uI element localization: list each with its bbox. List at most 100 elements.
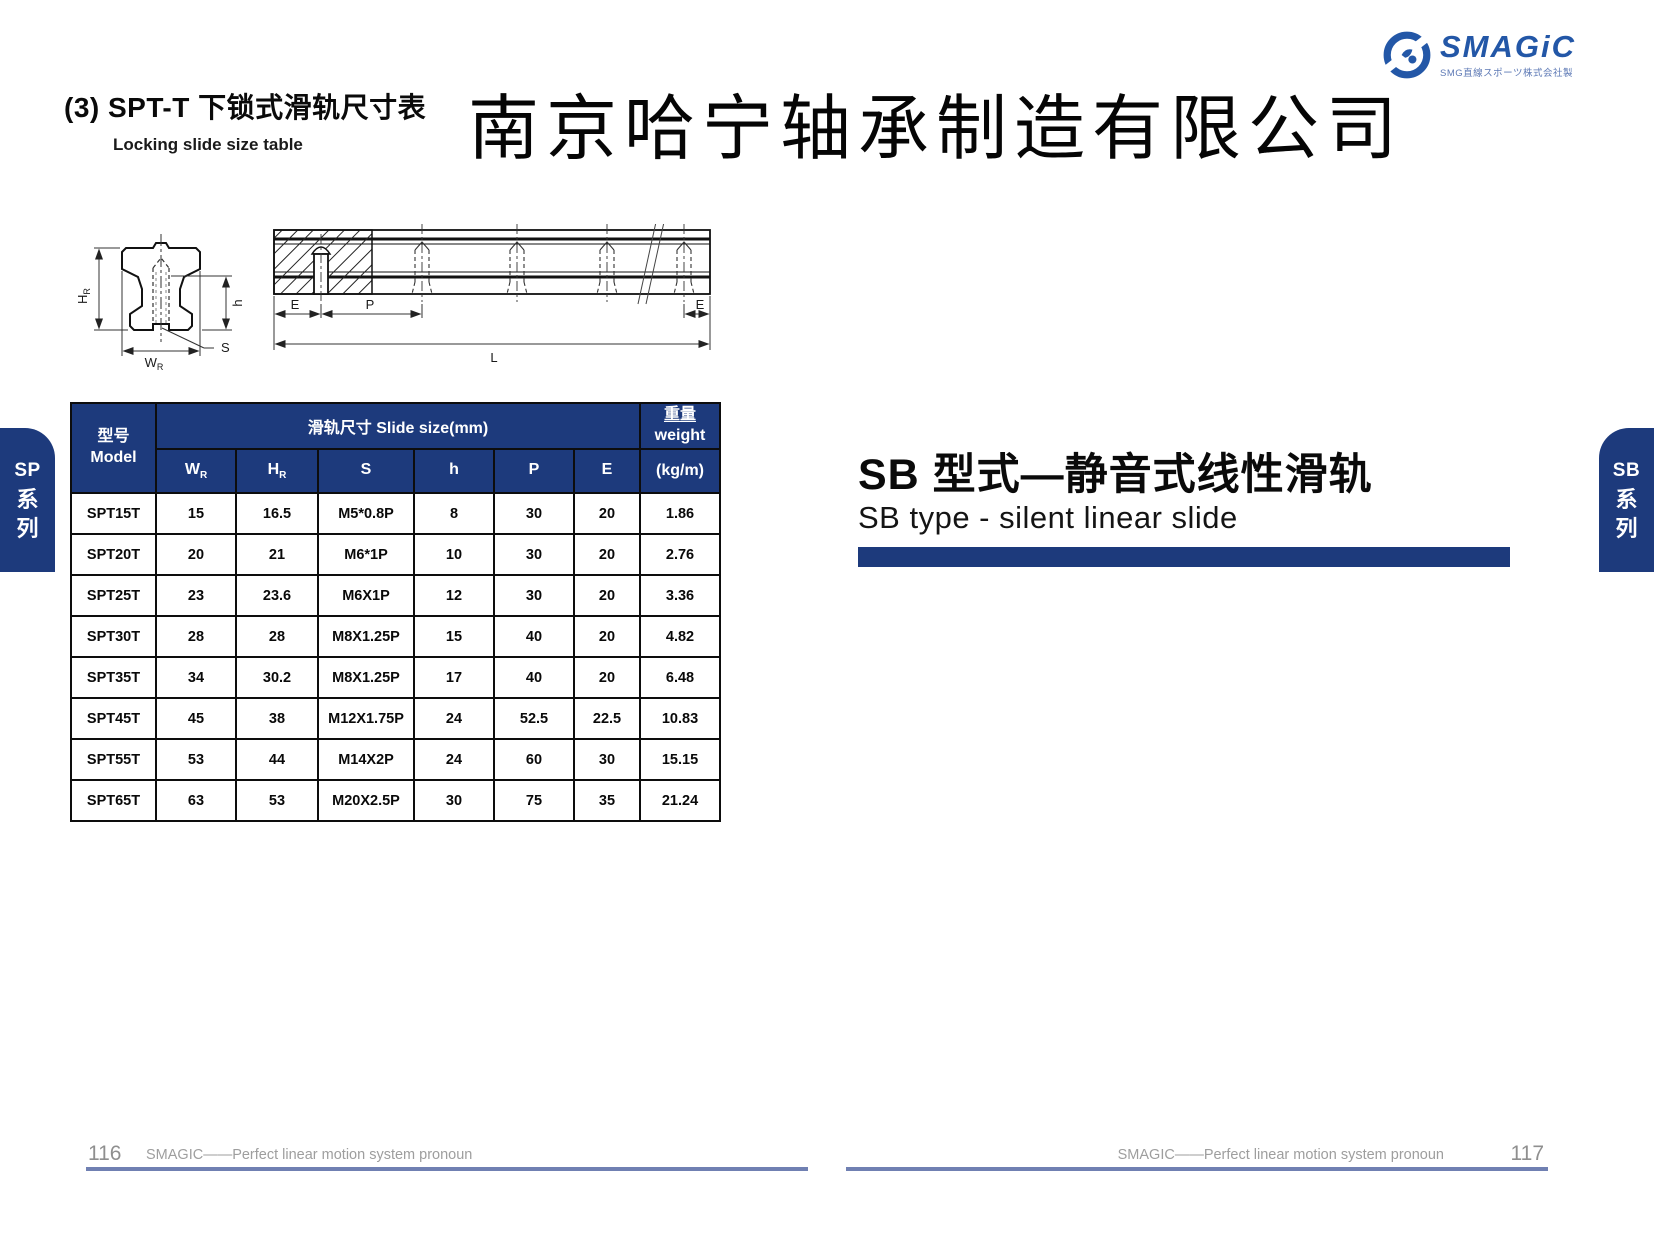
model-cell: SPT25T xyxy=(70,574,157,617)
model-cell: SPT20T xyxy=(70,533,157,576)
value-cell: 20 xyxy=(573,533,641,576)
model-cell: SPT15T xyxy=(70,492,157,535)
value-cell: 53 xyxy=(235,779,319,822)
value-cell: 34 xyxy=(155,656,237,699)
dim-label-e-right: E xyxy=(696,297,705,312)
value-cell: 60 xyxy=(493,738,575,781)
weight-column-header: 重量 weight xyxy=(639,402,721,450)
sb-section-divider xyxy=(858,547,1510,567)
smagic-logo-icon xyxy=(1380,29,1434,79)
value-cell: M8X1.25P xyxy=(317,656,415,699)
value-cell: 30 xyxy=(573,738,641,781)
value-cell: 15 xyxy=(155,492,237,535)
svg-text:WR: WR xyxy=(145,355,164,370)
value-cell: 3.36 xyxy=(639,574,721,617)
dim-label-h: h xyxy=(230,299,245,306)
value-cell: 28 xyxy=(155,615,237,658)
section-title: (3) SPT-T 下锁式滑轨尺寸表 xyxy=(64,92,427,123)
sb-section-title: SB 型式—静音式线性滑轨 xyxy=(858,451,1373,499)
value-cell: 38 xyxy=(235,697,319,740)
sidebar-tab-sp-series: SP 系 列 xyxy=(0,428,55,572)
value-cell: 24 xyxy=(413,697,495,740)
dim-label-e-left: E xyxy=(291,297,300,312)
value-cell: 16.5 xyxy=(235,492,319,535)
col-header-h: h xyxy=(413,448,495,494)
table-row: SPT15T 15 16.5 M5*0.8P 8 30 20 1.86 xyxy=(70,492,721,535)
value-cell: 20 xyxy=(155,533,237,576)
col-header-hr: HR xyxy=(235,448,319,494)
brand-logo: SMAGiC SMG直線スポーツ株式会社製 xyxy=(1380,28,1576,82)
value-cell: 12 xyxy=(413,574,495,617)
value-cell: 20 xyxy=(573,656,641,699)
model-cell: SPT65T xyxy=(70,779,157,822)
page-number-right: 117 xyxy=(1510,1142,1544,1165)
dim-label-wr: W xyxy=(145,355,158,370)
value-cell: 22.5 xyxy=(573,697,641,740)
model-cell: SPT55T xyxy=(70,738,157,781)
value-cell: 21.24 xyxy=(639,779,721,822)
table-row: SPT35T 34 30.2 M8X1.25P 17 40 20 6.48 xyxy=(70,656,721,699)
value-cell: 15 xyxy=(413,615,495,658)
footer-slogan-right: SMAGIC——Perfect linear motion system pro… xyxy=(1117,1147,1444,1163)
value-cell: 52.5 xyxy=(493,697,575,740)
value-cell: 23.6 xyxy=(235,574,319,617)
rail-cross-section-diagram: HR h WR S xyxy=(75,234,245,370)
slide-size-table: 型号 Model 滑轨尺寸 Slide size(mm) 重量 weight W… xyxy=(70,402,721,822)
page-number-left: 116 xyxy=(88,1142,122,1165)
footer-rule-left xyxy=(86,1167,808,1171)
value-cell: 63 xyxy=(155,779,237,822)
value-cell: 35 xyxy=(573,779,641,822)
table-row: SPT30T 28 28 M8X1.25P 15 40 20 4.82 xyxy=(70,615,721,658)
value-cell: 75 xyxy=(493,779,575,822)
value-cell: 15.15 xyxy=(639,738,721,781)
value-cell: 8 xyxy=(413,492,495,535)
table-row: SPT55T 53 44 M14X2P 24 60 30 15.15 xyxy=(70,738,721,781)
rail-side-view-diagram: E P E L xyxy=(273,224,711,365)
col-header-e: E xyxy=(573,448,641,494)
value-cell: 30 xyxy=(493,533,575,576)
value-cell: M5*0.8P xyxy=(317,492,415,535)
section-subtitle: Locking slide size table xyxy=(113,135,303,154)
table-row: SPT45T 45 38 M12X1.75P 24 52.5 22.5 10.83 xyxy=(70,697,721,740)
slide-size-table-body: SPT15T 15 16.5 M5*0.8P 8 30 20 1.86 SPT20T 20 21 M6… xyxy=(70,492,721,822)
model-cell: SPT35T xyxy=(70,656,157,699)
value-cell: 4.82 xyxy=(639,615,721,658)
slide-size-group-header: 滑轨尺寸 Slide size(mm) xyxy=(155,402,641,450)
value-cell: 40 xyxy=(493,615,575,658)
table-row: SPT65T 63 53 M20X2.5P 30 75 35 21.24 xyxy=(70,779,721,822)
col-header-wr: WR xyxy=(155,448,237,494)
sidebar-tab-sb-series: SB 系 列 xyxy=(1599,428,1654,572)
table-row: SPT25T 23 23.6 M6X1P 12 30 20 3.36 xyxy=(70,574,721,617)
value-cell: M14X2P xyxy=(317,738,415,781)
svg-text:HR: HR xyxy=(75,288,92,304)
dim-label-p: P xyxy=(366,297,375,312)
value-cell: 21 xyxy=(235,533,319,576)
value-cell: 20 xyxy=(573,574,641,617)
value-cell: 10.83 xyxy=(639,697,721,740)
value-cell: 10 xyxy=(413,533,495,576)
company-name: 南京哈宁轴承制造有限公司 xyxy=(468,91,1405,169)
value-cell: 20 xyxy=(573,615,641,658)
col-header-weight-unit: (kg/m) xyxy=(639,448,721,494)
value-cell: 53 xyxy=(155,738,237,781)
value-cell: M20X2.5P xyxy=(317,779,415,822)
value-cell: 30 xyxy=(413,779,495,822)
value-cell: 2.76 xyxy=(639,533,721,576)
col-header-p: P xyxy=(493,448,575,494)
value-cell: 40 xyxy=(493,656,575,699)
value-cell: M6X1P xyxy=(317,574,415,617)
value-cell: 45 xyxy=(155,697,237,740)
dim-label-s: S xyxy=(221,340,230,355)
value-cell: M6*1P xyxy=(317,533,415,576)
value-cell: 23 xyxy=(155,574,237,617)
model-cell: SPT30T xyxy=(70,615,157,658)
col-header-s: S xyxy=(317,448,415,494)
footer-slogan-left: SMAGIC——Perfect linear motion system pro… xyxy=(146,1147,473,1163)
value-cell: 1.86 xyxy=(639,492,721,535)
value-cell: 30 xyxy=(493,492,575,535)
value-cell: M8X1.25P xyxy=(317,615,415,658)
value-cell: 30 xyxy=(493,574,575,617)
value-cell: 30.2 xyxy=(235,656,319,699)
value-cell: 24 xyxy=(413,738,495,781)
